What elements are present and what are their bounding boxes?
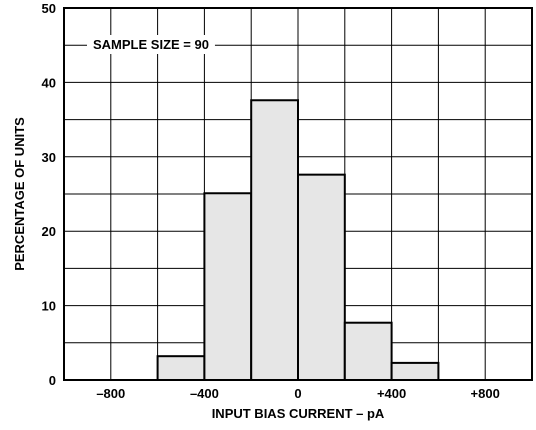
x-tick-label: 0 xyxy=(294,386,301,401)
histogram-bar xyxy=(156,355,206,381)
histogram-bars xyxy=(156,99,440,382)
y-tick-labels: 0 10 20 30 40 50 xyxy=(42,1,56,388)
x-tick-label: –400 xyxy=(190,386,219,401)
histogram-bar xyxy=(343,321,393,382)
annotation-background xyxy=(87,35,215,54)
y-tick-label: 0 xyxy=(49,373,56,388)
histogram-bar xyxy=(297,173,346,381)
y-tick-label: 10 xyxy=(42,299,56,314)
y-tick-label: 30 xyxy=(42,150,56,165)
x-tick-labels: –800 –400 0 +400 +800 xyxy=(96,386,500,401)
y-tick-label: 50 xyxy=(42,1,56,16)
sample-size-annotation-group: SAMPLE SIZE = 90 xyxy=(87,35,215,54)
x-tick-label: +400 xyxy=(377,386,406,401)
x-tick-label: –800 xyxy=(96,386,125,401)
plot-frame xyxy=(63,7,533,381)
histogram-bar xyxy=(203,192,253,381)
histogram-bar xyxy=(390,361,440,381)
sample-size-annotation: SAMPLE SIZE = 90 xyxy=(93,37,209,52)
y-axis-label: PERCENTAGE OF UNITS xyxy=(12,117,27,271)
y-tick-label: 20 xyxy=(42,224,56,239)
x-axis-label: INPUT BIAS CURRENT – pA xyxy=(212,406,385,421)
histogram-bar xyxy=(250,99,299,381)
y-tick-label: 40 xyxy=(42,75,56,90)
x-tick-label: +800 xyxy=(471,386,500,401)
